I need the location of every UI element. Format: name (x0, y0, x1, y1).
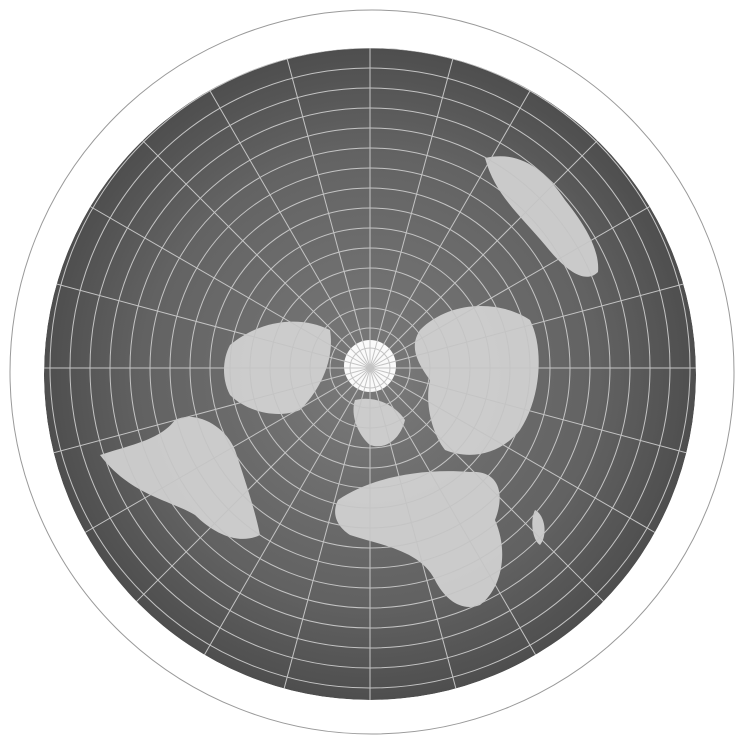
meridian (129, 367, 371, 609)
meridian (369, 367, 696, 457)
meridian (369, 367, 611, 609)
land (100, 156, 599, 608)
meridian (75, 197, 371, 369)
meridian (369, 367, 541, 663)
australia (485, 156, 599, 277)
meridian (199, 73, 371, 369)
meridian (281, 48, 371, 369)
meridian (369, 127, 611, 369)
meridian (369, 367, 459, 697)
graticule (44, 48, 696, 700)
meridian (369, 73, 541, 369)
meridian (199, 367, 371, 663)
meridian (44, 367, 371, 457)
meridian (369, 48, 459, 369)
meridian (129, 127, 371, 369)
meridian (369, 279, 696, 369)
meridian (75, 367, 371, 539)
meridian (281, 367, 371, 697)
meridian (369, 197, 665, 369)
greenland (353, 398, 405, 447)
africa (335, 471, 503, 608)
meridian (44, 279, 371, 369)
globe (44, 48, 696, 700)
meridian (369, 367, 665, 539)
